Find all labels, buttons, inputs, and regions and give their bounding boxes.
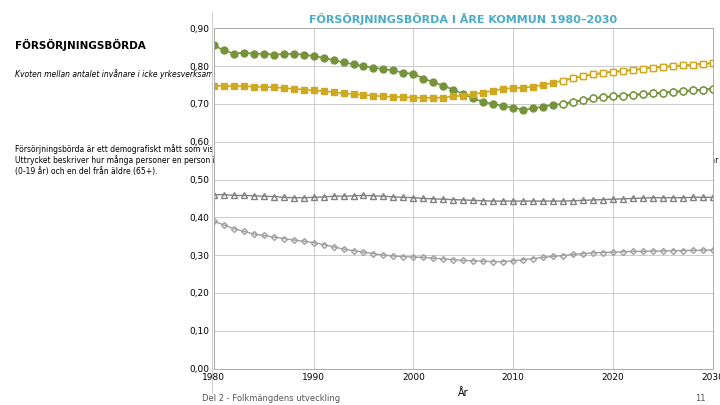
Riket	[319, 89, 328, 94]
Försörjningsbörda i Åre från äldre (65 år eller äldre)	[369, 251, 378, 256]
Riket	[359, 92, 368, 97]
Försörjningsbörda i Åre från barn och ungdomar (0-19 år)	[319, 194, 328, 199]
Line: Åre kommun: Åre kommun	[210, 42, 716, 113]
X-axis label: År: År	[458, 388, 469, 398]
Åre kommun	[708, 86, 717, 91]
Försörjningsbörda i Åre från barn och ungdomar (0-19 år)	[369, 193, 378, 198]
Text: 11: 11	[695, 394, 706, 403]
Åre kommun	[579, 98, 588, 102]
Text: Kvoten mellan antalet invånare i icke yrkesverksam ålder (0-19 år och 65 år elle: Kvoten mellan antalet invånare i icke yr…	[15, 69, 593, 79]
Text: Försörjningsbörda är ett demografiskt mått som visar på relationen mellan antale: Försörjningsbörda är ett demografiskt må…	[15, 144, 719, 176]
Riket	[708, 61, 717, 66]
Line: Försörjningsbörda i Åre från barn och ungdomar (0-19 år): Försörjningsbörda i Åre från barn och un…	[211, 192, 716, 204]
Line: Riket: Riket	[210, 60, 716, 101]
Riket	[419, 96, 428, 100]
Åre kommun	[369, 65, 378, 70]
Title: FÖRSÖRJNINGSBÖRDA I ÅRE KOMMUN 1980–2030: FÖRSÖRJNINGSBÖRDA I ÅRE KOMMUN 1980–2030	[309, 13, 617, 25]
Text: FÖRSÖRJNINGSBÖRDA: FÖRSÖRJNINGSBÖRDA	[15, 38, 146, 51]
Försörjningsbörda i Åre från äldre (65 år eller äldre)	[708, 247, 717, 252]
Försörjningsbörda i Åre från äldre (65 år eller äldre)	[489, 259, 498, 264]
Försörjningsbörda i Åre från äldre (65 år eller äldre)	[549, 254, 557, 259]
Försörjningsbörda i Åre från äldre (65 år eller äldre)	[319, 242, 328, 247]
Försörjningsbörda i Åre från äldre (65 år eller äldre)	[579, 251, 588, 256]
Åre kommun	[359, 64, 368, 68]
Försörjningsbörda i Åre från äldre (65 år eller äldre)	[210, 219, 218, 224]
Försörjningsbörda i Åre från barn och ungdomar (0-19 år)	[489, 199, 498, 204]
Försörjningsbörda i Åre från barn och ungdomar (0-19 år)	[549, 199, 557, 204]
Försörjningsbörda i Åre från barn och ungdomar (0-19 år)	[698, 195, 707, 200]
Försörjningsbörda i Åre från barn och ungdomar (0-19 år)	[579, 198, 588, 203]
Riket	[210, 83, 218, 88]
Åre kommun	[210, 43, 218, 48]
Riket	[698, 62, 707, 66]
Försörjningsbörda i Åre från äldre (65 år eller äldre)	[698, 248, 707, 253]
Line: Försörjningsbörda i Åre från äldre (65 år eller äldre): Försörjningsbörda i Åre från äldre (65 å…	[212, 219, 715, 264]
Försörjningsbörda i Åre från barn och ungdomar (0-19 år)	[359, 193, 368, 198]
Åre kommun	[319, 55, 328, 60]
Åre kommun	[549, 102, 557, 107]
Åre kommun	[519, 107, 528, 112]
Försörjningsbörda i Åre från äldre (65 år eller äldre)	[359, 250, 368, 255]
Försörjningsbörda i Åre från barn och ungdomar (0-19 år)	[210, 192, 218, 197]
Riket	[369, 93, 378, 98]
Åre kommun	[698, 87, 707, 92]
Riket	[549, 80, 557, 85]
Försörjningsbörda i Åre från barn och ungdomar (0-19 år)	[708, 195, 717, 200]
Text: Del 2 - Folkmängdens utveckling: Del 2 - Folkmängdens utveckling	[202, 394, 340, 403]
Riket	[579, 74, 588, 79]
